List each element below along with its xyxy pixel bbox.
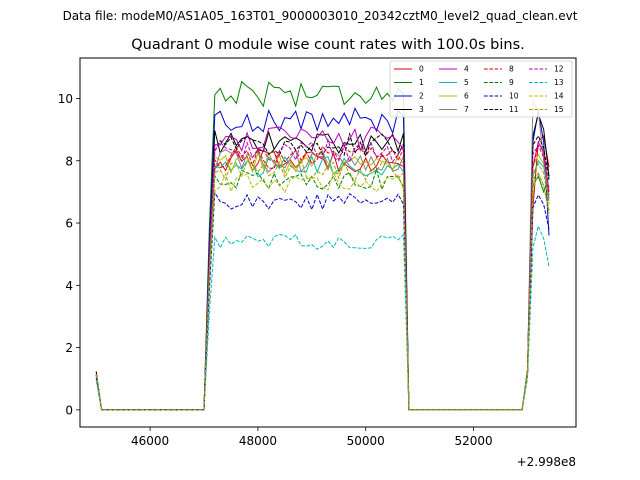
chart-title: Quadrant 0 module wise count rates with … — [131, 37, 525, 53]
x-tick-label: 48000 — [239, 434, 277, 448]
legend-label-14: 14 — [554, 92, 564, 101]
series-layer — [95, 80, 550, 411]
series-line-13 — [95, 224, 550, 411]
legend-label-5: 5 — [464, 78, 469, 87]
x-offset-label: +2.998e8 — [517, 455, 576, 469]
series-line-6 — [95, 151, 550, 411]
x-tick-label: 52000 — [454, 434, 492, 448]
x-tick-label: 50000 — [347, 434, 385, 448]
legend-label-0: 0 — [419, 65, 424, 74]
plot-frame — [79, 57, 577, 428]
y-tick-label: 8 — [65, 154, 73, 168]
series-line-15 — [95, 158, 550, 411]
series-line-5 — [95, 155, 550, 411]
legend-label-7: 7 — [464, 105, 469, 114]
y-tick-label: 6 — [65, 217, 73, 231]
legend-label-6: 6 — [464, 92, 469, 101]
y-tick-label: 0 — [65, 403, 73, 417]
legend-label-12: 12 — [554, 65, 564, 74]
legend-label-1: 1 — [419, 78, 424, 87]
x-tick-label: 46000 — [131, 434, 169, 448]
legend-label-8: 8 — [509, 65, 514, 74]
legend-label-3: 3 — [419, 105, 424, 114]
y-tick-label: 2 — [65, 341, 73, 355]
y-tick-label: 10 — [58, 92, 73, 106]
legend-label-13: 13 — [554, 78, 564, 87]
legend-label-10: 10 — [509, 92, 519, 101]
legend-label-15: 15 — [554, 105, 564, 114]
series-line-12 — [95, 138, 550, 411]
series-line-8 — [95, 144, 550, 411]
series-line-10 — [95, 190, 550, 411]
legend-label-4: 4 — [464, 65, 469, 74]
series-line-7 — [95, 99, 550, 411]
series-line-11 — [95, 132, 550, 411]
legend-label-11: 11 — [509, 105, 519, 114]
series-line-9 — [95, 167, 550, 411]
suptitle: Data file: modeM0/AS1A05_163T01_90000030… — [63, 9, 578, 23]
series-line-4 — [95, 126, 550, 411]
legend-label-9: 9 — [509, 78, 514, 87]
y-tick-label: 4 — [65, 279, 73, 293]
ticks-layer: 46000 48000 50000 52000 0 2 4 6 8 10 — [58, 92, 493, 448]
series-line-0 — [95, 134, 550, 411]
legend-label-2: 2 — [419, 92, 424, 101]
legend-box — [389, 60, 573, 118]
